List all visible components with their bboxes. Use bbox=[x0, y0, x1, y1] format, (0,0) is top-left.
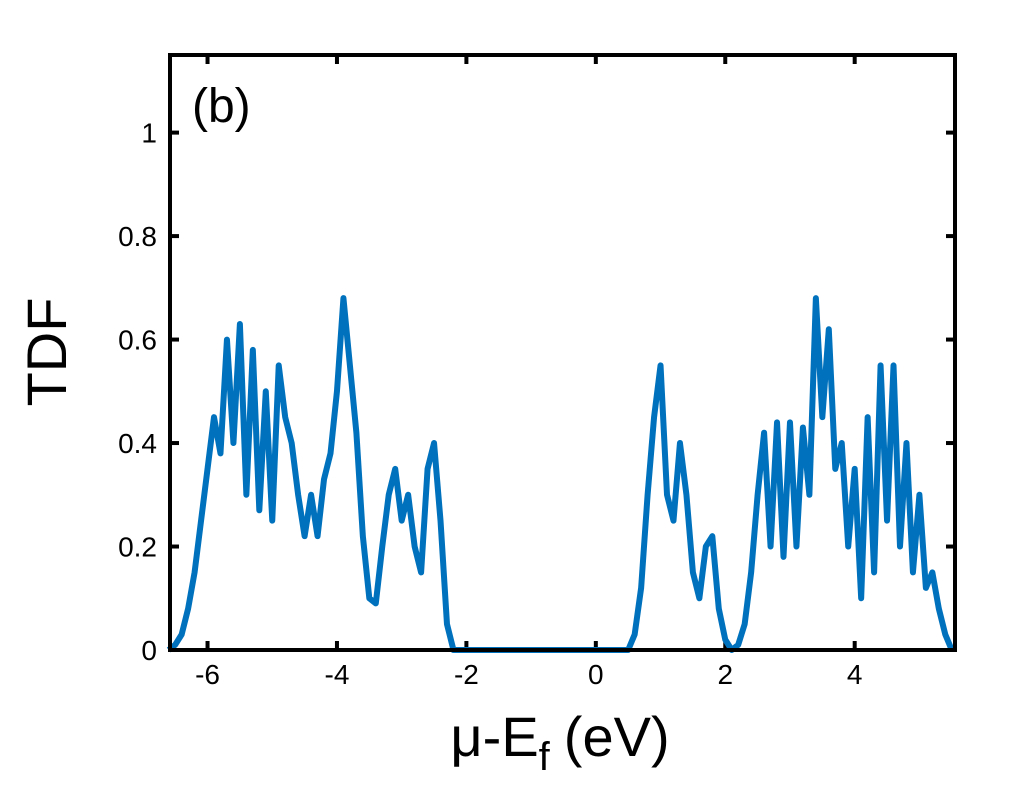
x-label-main: μ-E bbox=[450, 705, 538, 768]
x-label-unit: (eV) bbox=[564, 705, 670, 768]
x-tick-label: -4 bbox=[325, 659, 350, 690]
y-tick-label: 0.4 bbox=[118, 428, 157, 459]
x-label-sub: f bbox=[539, 735, 551, 779]
y-tick-label: 0 bbox=[141, 635, 157, 666]
y-tick-label: 1 bbox=[141, 118, 157, 149]
y-tick-label: 0.2 bbox=[118, 532, 157, 563]
panel-label: (b) bbox=[192, 80, 251, 133]
x-tick-label: 0 bbox=[588, 659, 604, 690]
x-axis-label: μ-Ef (eV) bbox=[450, 705, 669, 779]
data-line bbox=[166, 295, 955, 653]
x-tick-label: -6 bbox=[195, 659, 220, 690]
y-tick-label: 0.8 bbox=[118, 221, 157, 252]
x-tick-label: 4 bbox=[847, 659, 863, 690]
plot-frame bbox=[168, 53, 957, 652]
x-tick-label: 2 bbox=[717, 659, 733, 690]
x-tick-label: -2 bbox=[454, 659, 479, 690]
y-tick-label: 0.6 bbox=[118, 325, 157, 356]
y-axis-label: TDF bbox=[15, 298, 78, 407]
